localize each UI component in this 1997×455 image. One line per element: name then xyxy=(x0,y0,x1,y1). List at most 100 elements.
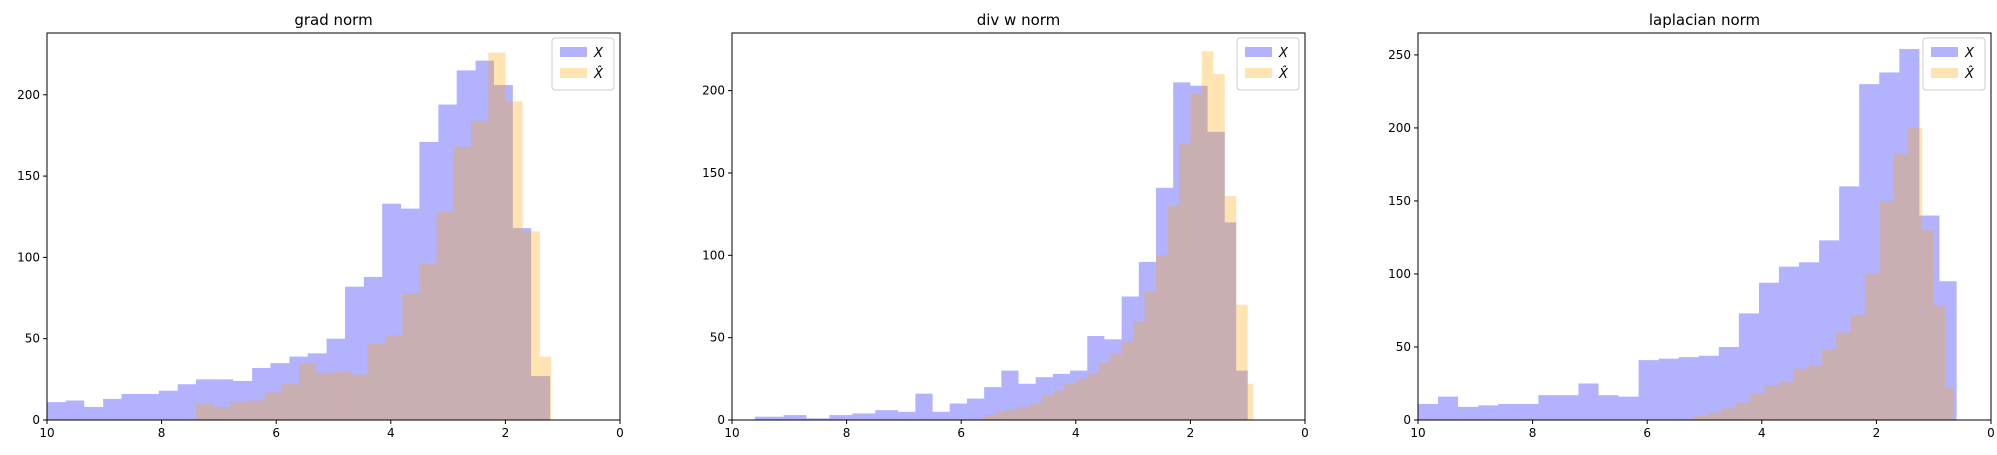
histogram-bar xyxy=(233,380,253,420)
histogram-bar xyxy=(1064,383,1076,420)
histogram-bar xyxy=(1707,412,1722,420)
histogram-bar xyxy=(453,146,472,420)
histogram-bar xyxy=(829,415,853,420)
y-tick-label: 0 xyxy=(32,413,40,427)
histogram-bar xyxy=(1819,240,1840,420)
histogram-bar xyxy=(1698,355,1719,420)
histogram-bar xyxy=(1156,187,1174,420)
histogram-bar xyxy=(1121,340,1134,420)
histogram-bar xyxy=(531,376,551,420)
histogram-bar xyxy=(995,411,1008,420)
axes-frame xyxy=(1417,32,1992,421)
histogram-bar xyxy=(158,390,178,420)
histogram-bar xyxy=(419,263,437,420)
histogram-bar xyxy=(1919,215,1940,420)
histogram-bar xyxy=(121,393,141,420)
legend-label: X̂ xyxy=(1964,67,1975,82)
chart-title: laplacian norm xyxy=(1649,11,1760,29)
histogram-bar xyxy=(1001,370,1019,420)
histogram-bar xyxy=(1018,383,1036,420)
histogram-bar xyxy=(1922,230,1934,420)
histogram-bar xyxy=(1207,131,1225,420)
histogram-bar xyxy=(195,403,214,420)
histogram-bar xyxy=(1007,410,1019,420)
histogram-bar xyxy=(1538,395,1559,420)
histogram-bar xyxy=(344,286,364,420)
histogram-bar xyxy=(1236,304,1248,420)
histogram-bar xyxy=(1738,313,1759,420)
histogram-bar xyxy=(1864,273,1880,420)
histogram-bar xyxy=(1721,408,1737,420)
histogram-bar xyxy=(402,293,420,420)
x-tick-label: 4 xyxy=(1758,426,1766,440)
legend-label: X xyxy=(1278,46,1289,61)
x-tick-label: 0 xyxy=(1987,426,1995,440)
histogram-bar xyxy=(1836,332,1851,420)
histogram-bar xyxy=(316,372,334,420)
histogram-bar xyxy=(1899,49,1920,421)
histogram-bar xyxy=(806,418,830,420)
histogram-bar xyxy=(401,208,420,420)
histogram-bar xyxy=(1144,291,1157,420)
x-tick-label: 4 xyxy=(387,426,395,440)
histogram-bar xyxy=(1945,387,1954,420)
histogram-bar xyxy=(1939,281,1957,420)
y-tick-label: 0 xyxy=(1403,413,1411,427)
y-tick-label: 150 xyxy=(17,169,40,183)
histogram-bar xyxy=(1070,370,1088,420)
histogram-bar xyxy=(177,384,196,420)
histogram-bar xyxy=(1213,74,1225,420)
y-tick-label: 150 xyxy=(1388,194,1411,208)
histogram-bar xyxy=(754,416,784,420)
histogram-bar xyxy=(539,356,552,420)
histogram-bar xyxy=(1578,383,1599,420)
series-x-bars xyxy=(1418,49,1957,421)
legend-label: X̂ xyxy=(593,67,604,82)
histogram-bar xyxy=(350,374,368,420)
x-tick-label: 2 xyxy=(1873,426,1881,440)
histogram-bar xyxy=(1052,373,1071,420)
y-tick-label: 200 xyxy=(1388,121,1411,135)
histogram-bar xyxy=(488,52,506,420)
histogram-bar xyxy=(299,363,317,420)
histogram-bar xyxy=(1052,390,1065,420)
histogram-bar xyxy=(436,211,454,420)
histogram-bar xyxy=(1879,72,1900,421)
histogram-bar xyxy=(1658,358,1679,420)
histogram-bar xyxy=(1907,127,1923,420)
histogram-bar xyxy=(1618,396,1639,420)
histogram-bar xyxy=(419,141,439,420)
histogram-bar xyxy=(1458,406,1479,420)
histogram-bar xyxy=(1638,360,1659,420)
histogram-bar xyxy=(1224,196,1237,420)
histogram-bar xyxy=(875,410,899,420)
y-tick-label: 100 xyxy=(17,250,40,264)
legend-label: X xyxy=(593,46,604,61)
histogram-bar xyxy=(1018,406,1030,420)
histogram-bar xyxy=(1087,373,1099,420)
legend-box xyxy=(1236,37,1300,91)
histogram-bar xyxy=(1041,395,1053,420)
y-tick-label: 0 xyxy=(717,413,725,427)
histogram-bar xyxy=(1247,383,1254,420)
histogram-bar xyxy=(1893,154,1908,421)
histogram-bar xyxy=(247,400,265,420)
legend-label: X xyxy=(1964,46,1975,61)
histogram-bar xyxy=(1173,82,1191,420)
legend-box xyxy=(551,37,615,91)
histogram-bar xyxy=(1933,306,1946,420)
legend-label: X̂ xyxy=(1278,67,1289,82)
histogram-bar xyxy=(213,406,231,420)
histogram-bar xyxy=(1778,382,1794,420)
histogram-bar xyxy=(230,402,248,420)
x-tick-label: 10 xyxy=(1410,426,1425,440)
y-tick-label: 50 xyxy=(1396,340,1411,354)
histogram-bar xyxy=(1839,186,1860,420)
x-tick-label: 2 xyxy=(1187,426,1195,440)
x-tick-label: 10 xyxy=(39,426,54,440)
series-x-bars xyxy=(754,82,1248,420)
x-tick-label: 6 xyxy=(272,426,280,440)
histogram-bar xyxy=(47,402,66,420)
